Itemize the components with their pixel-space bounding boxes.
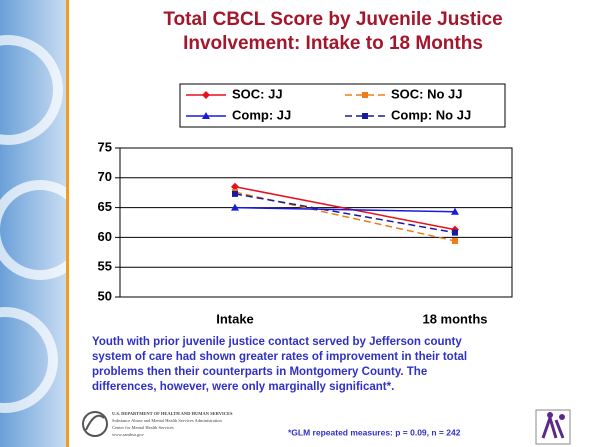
point — [232, 190, 238, 197]
caption-line: problems then their counterparts in Mont… — [92, 366, 427, 378]
legend-box — [179, 83, 506, 128]
legend-marker — [202, 91, 210, 99]
point — [451, 207, 459, 215]
logo-text: U.S. DEPARTMENT OF HEALTH AND HUMAN SERV… — [112, 411, 233, 416]
legend-label: Comp: No JJ — [391, 107, 471, 122]
series-line — [234, 193, 456, 234]
y-tick-label: 65 — [98, 199, 112, 214]
series-line — [234, 206, 456, 213]
title: Total CBCL Score by Juvenile Justice — [163, 9, 502, 30]
y-tick-label: 60 — [98, 229, 112, 244]
legend-marker — [202, 112, 210, 119]
caption: Youth with prior juvenile justice contac… — [92, 336, 467, 393]
side-decoration — [0, 0, 90, 447]
caption-line: differences, however, were only marginal… — [92, 381, 394, 393]
x-tick-label: 18 months — [422, 311, 487, 326]
caption-line: system of care had shown greater rates o… — [92, 351, 467, 363]
y-tick-label: 70 — [98, 169, 112, 184]
title: Involvement: Intake to 18 Months — [183, 33, 483, 54]
point — [231, 203, 239, 211]
legend-label: Comp: JJ — [232, 107, 291, 122]
hhs-logo — [82, 411, 108, 437]
y-tick-label: 75 — [98, 139, 112, 154]
soc-logo — [535, 409, 571, 445]
legend-label: SOC: JJ — [232, 86, 283, 101]
point — [452, 229, 458, 236]
legend-marker — [362, 92, 368, 98]
legend-marker — [362, 113, 368, 119]
y-tick-label: 55 — [98, 259, 112, 274]
caption-line: Youth with prior juvenile justice contac… — [92, 336, 462, 348]
series-line — [234, 186, 456, 231]
logo-text: www.samhsa.gov — [112, 432, 144, 437]
logo-text: Substance Abuse and Mental Health Servic… — [112, 418, 222, 423]
y-tick-label: 50 — [98, 288, 112, 303]
footnote: *GLM repeated measures: p = 0.09, n = 24… — [288, 427, 461, 437]
point — [231, 182, 239, 191]
x-tick-label: Intake — [216, 311, 254, 326]
legend-label: SOC: No JJ — [391, 86, 463, 101]
point — [452, 237, 458, 244]
logo-text: Center for Mental Health Services — [112, 425, 174, 430]
